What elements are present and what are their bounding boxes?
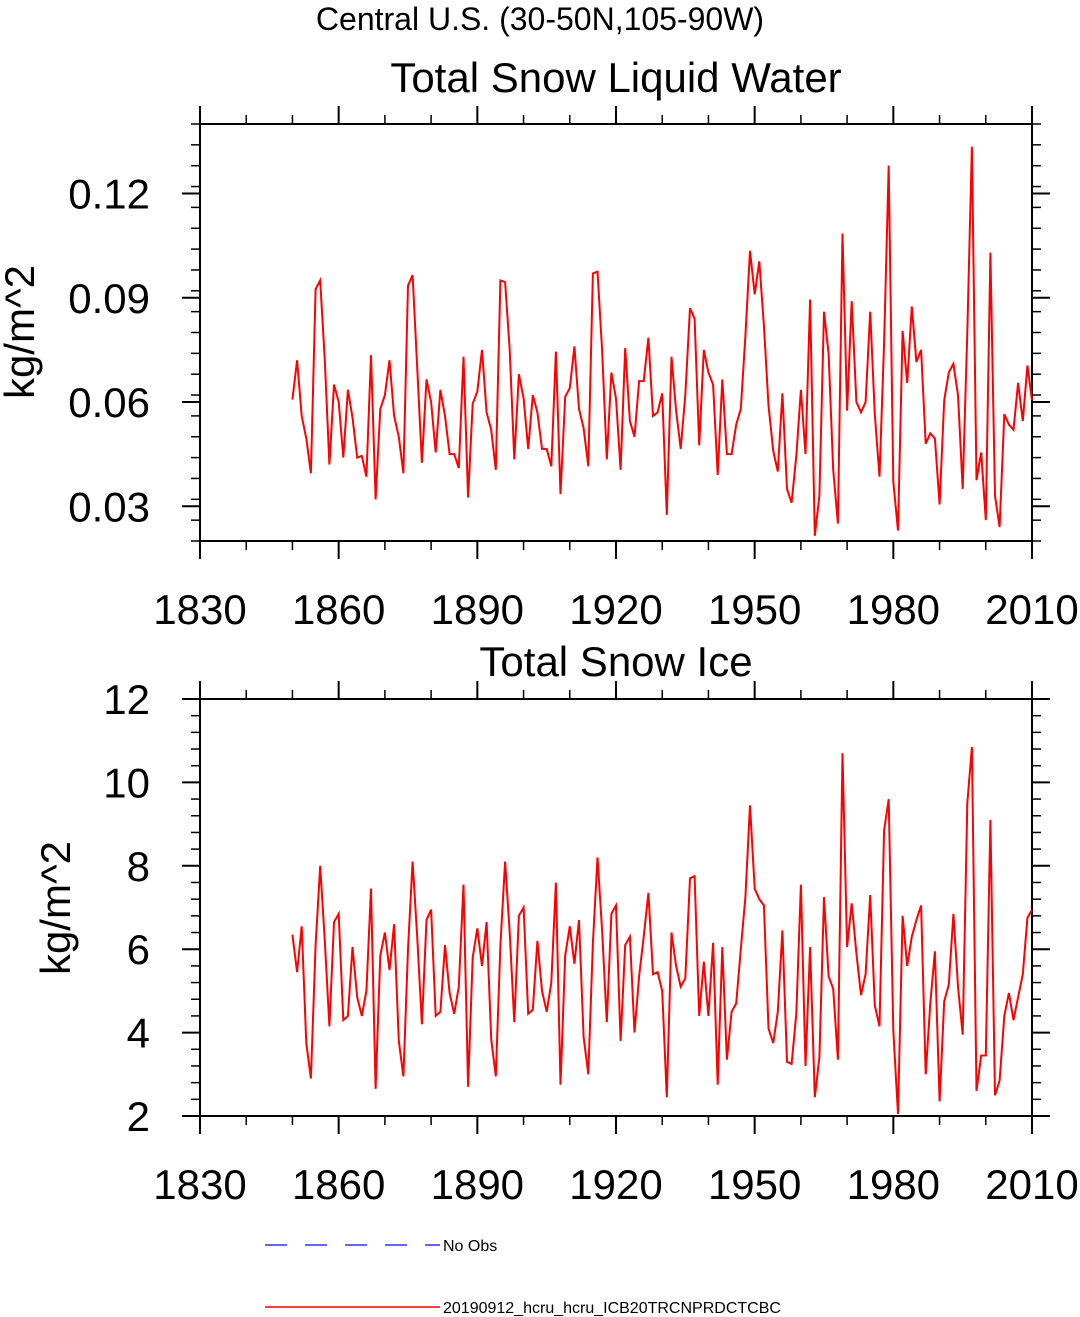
- x-tick-label: 1830: [153, 586, 246, 633]
- x-tick-label: 1950: [708, 1161, 801, 1208]
- x-tick-label: 2010: [985, 586, 1078, 633]
- y-axis-label: kg/m^2: [32, 841, 79, 975]
- x-tick-label: 1890: [431, 586, 524, 633]
- y-tick-label: 8: [127, 843, 150, 890]
- chart-title: Total Snow Ice: [479, 638, 752, 685]
- y-axis-label: kg/m^2: [0, 265, 43, 399]
- y-tick-label: 10: [103, 759, 150, 806]
- y-tick-label: 0.06: [68, 379, 150, 426]
- x-tick-label: 1830: [153, 1161, 246, 1208]
- y-tick-label: 0.12: [68, 171, 150, 218]
- x-tick-label: 1950: [708, 586, 801, 633]
- legend: No Obs 20190912_hcru_hcru_ICB20TRCNPRDCT…: [265, 1238, 781, 1317]
- region-title: Central U.S. (30-50N,105-90W): [316, 1, 764, 37]
- y-tick-label: 4: [127, 1010, 150, 1057]
- chart-panel-snow-liquid-water: Total Snow Liquid Water kg/m^2 1830 1860 1…: [0, 54, 1079, 633]
- x-tick-label: 1860: [292, 1161, 385, 1208]
- chart-title: Total Snow Liquid Water: [390, 54, 841, 101]
- plot-frame: [199, 123, 1033, 542]
- series-line: [291, 746, 1033, 1114]
- series-line: [291, 146, 1033, 536]
- legend-label-no-obs: No Obs: [443, 1238, 497, 1255]
- x-tick-label: 2010: [985, 1161, 1078, 1208]
- y-tick-label: 0.09: [68, 275, 150, 322]
- y-tick-label: 12: [103, 676, 150, 723]
- x-tick-label: 1920: [569, 586, 662, 633]
- chart-panel-snow-ice: Total Snow Ice kg/m^2 1830 1860 1890 1920 19…: [32, 638, 1079, 1208]
- y-tick-label: 2: [127, 1093, 150, 1140]
- legend-label-model-run: 20190912_hcru_hcru_ICB20TRCNPRDCTCBC: [443, 1300, 781, 1317]
- x-tick-label: 1980: [847, 1161, 940, 1208]
- x-tick-label: 1860: [292, 586, 385, 633]
- x-tick-label: 1980: [847, 586, 940, 633]
- y-tick-label: 6: [127, 926, 150, 973]
- y-tick-label: 0.03: [68, 483, 150, 530]
- x-tick-label: 1890: [431, 1161, 524, 1208]
- x-tick-label: 1920: [569, 1161, 662, 1208]
